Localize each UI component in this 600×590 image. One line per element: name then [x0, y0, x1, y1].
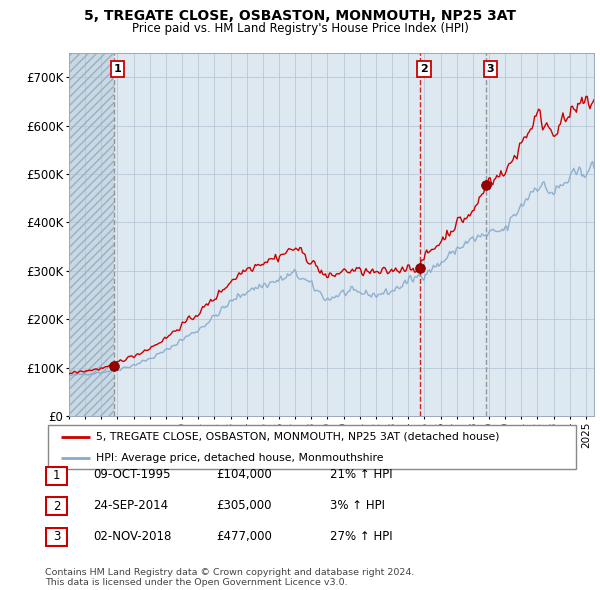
Text: 09-OCT-1995: 09-OCT-1995: [93, 468, 170, 481]
Text: 27% ↑ HPI: 27% ↑ HPI: [330, 530, 392, 543]
Text: HPI: Average price, detached house, Monmouthshire: HPI: Average price, detached house, Monm…: [95, 453, 383, 463]
Bar: [69, 53, 114, 416]
Text: 1: 1: [114, 64, 121, 74]
Text: 2: 2: [53, 500, 60, 513]
Text: £477,000: £477,000: [216, 530, 272, 543]
Text: 1: 1: [53, 469, 60, 482]
Text: £305,000: £305,000: [216, 499, 271, 512]
Text: 21% ↑ HPI: 21% ↑ HPI: [330, 468, 392, 481]
Text: 3: 3: [487, 64, 494, 74]
Text: 2: 2: [420, 64, 428, 74]
Bar: [69, 53, 114, 416]
Text: £104,000: £104,000: [216, 468, 272, 481]
Text: 3: 3: [53, 530, 60, 543]
Text: 02-NOV-2018: 02-NOV-2018: [93, 530, 172, 543]
Text: Price paid vs. HM Land Registry's House Price Index (HPI): Price paid vs. HM Land Registry's House …: [131, 22, 469, 35]
Text: Contains HM Land Registry data © Crown copyright and database right 2024.
This d: Contains HM Land Registry data © Crown c…: [45, 568, 415, 587]
Text: 5, TREGATE CLOSE, OSBASTON, MONMOUTH, NP25 3AT: 5, TREGATE CLOSE, OSBASTON, MONMOUTH, NP…: [84, 9, 516, 23]
Text: 5, TREGATE CLOSE, OSBASTON, MONMOUTH, NP25 3AT (detached house): 5, TREGATE CLOSE, OSBASTON, MONMOUTH, NP…: [95, 432, 499, 442]
Text: 24-SEP-2014: 24-SEP-2014: [93, 499, 168, 512]
Text: 3% ↑ HPI: 3% ↑ HPI: [330, 499, 385, 512]
